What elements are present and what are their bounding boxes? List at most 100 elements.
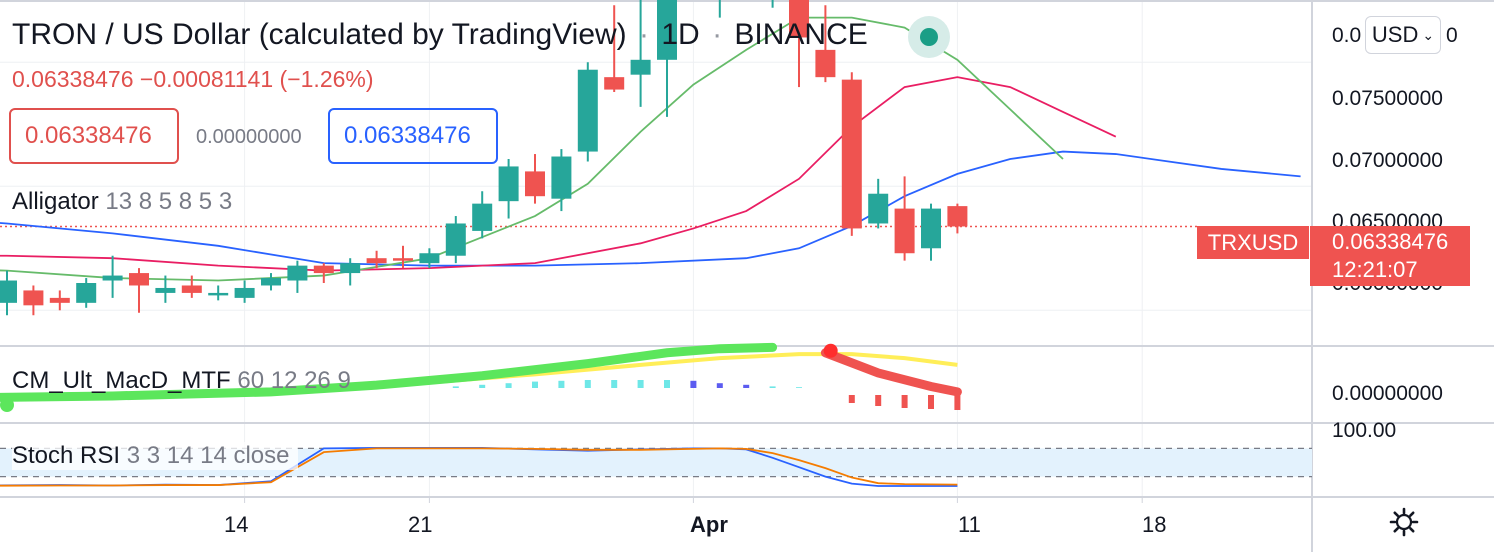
candle-down [947, 206, 968, 227]
price-axis-top-label: 0.0 [1332, 24, 1361, 48]
candle-up [472, 203, 493, 231]
candle-down [129, 273, 149, 286]
price-change: −0.00081141 [139, 66, 274, 92]
indicator-name: Alligator [12, 188, 99, 215]
macd-histogram-bar [532, 381, 538, 388]
macd-histogram-bar [743, 384, 750, 388]
candle-up [0, 280, 17, 303]
sell-button[interactable]: 0.06338476 [9, 108, 179, 164]
indicator-params: 60 12 26 9 [237, 367, 351, 394]
symbol-title[interactable]: TRON / US Dollar (calculated by TradingV… [12, 18, 868, 52]
alligator-teeth-line [0, 76, 1117, 272]
price-axis-top-tail: 0 [1446, 24, 1458, 47]
candle-up [261, 278, 281, 286]
time-axis-label: Apr [690, 512, 728, 537]
macd-histogram-bar [901, 395, 908, 408]
time-axis-label: 14 [224, 512, 249, 537]
indicator-legend-stoch-rsi[interactable]: Stoch RSI 3 3 14 14 close [12, 442, 298, 470]
candle-up [868, 193, 889, 224]
macd-histogram-bar [637, 380, 644, 388]
candle-down [23, 290, 44, 306]
candle-up [208, 292, 229, 296]
indicator-params: 3 3 14 14 close [126, 442, 290, 469]
stoch-axis-top: 100.00 [1332, 419, 1397, 442]
candle-up [76, 283, 97, 303]
macd-line-rising [0, 342, 778, 402]
macd-axis-zero: 0.00000000 [1332, 382, 1443, 405]
macd-histogram-bar [928, 395, 934, 409]
gear-icon[interactable] [1388, 506, 1420, 538]
axis-top-head: 0.0 [1332, 24, 1362, 47]
candle-up [630, 59, 651, 75]
macd-histogram-bar [954, 395, 961, 410]
indicator-legend-macd[interactable]: CM_Ult_MacD_MTF 60 12 26 9 [12, 367, 351, 395]
macd-histogram-bar [611, 380, 618, 388]
last-price-symbol-badge: TRXUSD [1197, 226, 1309, 259]
symbol-name: TRON / US Dollar (calculated by TradingV… [12, 18, 627, 51]
alligator-jaw-line [0, 150, 1301, 267]
interval-label[interactable]: 1D [661, 18, 700, 51]
candle-up [340, 263, 361, 274]
macd-cross-marker [0, 398, 14, 412]
macd-histogram-bar [452, 386, 459, 388]
candle-down [49, 297, 70, 303]
candle-down [366, 258, 387, 264]
candle-up [155, 287, 176, 293]
indicator-name: CM_Ult_MacD_MTF [12, 367, 231, 394]
candle-down [393, 258, 413, 261]
macd-histogram-bar [848, 395, 855, 403]
candle-up [577, 69, 598, 152]
candle-up [102, 275, 123, 281]
candle-down [313, 265, 334, 274]
chevron-down-icon: ⌄ [1422, 26, 1435, 43]
status-dot [920, 28, 938, 46]
time-axis-label: 11 [958, 512, 981, 537]
candle-down [181, 285, 202, 293]
macd-histogram-bar [690, 380, 697, 388]
candle-up [287, 265, 308, 281]
time-axis-label: 21 [408, 512, 433, 537]
candle-down [789, 0, 809, 38]
candle-up [498, 166, 519, 202]
candle-up [234, 287, 255, 298]
price-change-percent: (−1.26%) [279, 66, 374, 92]
macd-histogram-bar [716, 383, 723, 388]
price-axis-label: 0.07500000 [1332, 87, 1443, 110]
price-change-line: 0.06338476 −0.00081141 (−1.26%) [12, 66, 374, 93]
ask-price: 0.06338476 [344, 122, 471, 149]
candle-up [657, 0, 677, 60]
macd-histogram-bar [558, 380, 565, 388]
macd-histogram-bar [584, 380, 591, 388]
macd-histogram-bar [796, 387, 802, 388]
buy-button[interactable]: 0.06338476 [328, 108, 498, 164]
candle-up [551, 156, 572, 199]
last-price-badge: 0.06338476 12:21:07 [1310, 226, 1470, 286]
time-axis-label: 18 [1142, 512, 1167, 537]
candle-down [894, 208, 915, 254]
candle-up [419, 253, 440, 264]
indicator-params: 13 8 5 8 5 3 [105, 188, 233, 215]
macd-line-falling [820, 348, 962, 397]
macd-histogram-bar [479, 384, 486, 388]
candle-down [604, 77, 625, 90]
stoch-d-line [0, 447, 958, 487]
currency-select[interactable]: USD ⌄ [1365, 16, 1441, 54]
candle-down [525, 171, 545, 197]
separator-dot: · [712, 18, 723, 51]
macd-histogram-bar [505, 383, 512, 388]
candle-down [815, 49, 836, 78]
market-status-icon[interactable] [908, 16, 950, 58]
macd-histogram-bar [875, 395, 882, 406]
last-price-badge-value: 0.06338476 [1332, 229, 1449, 254]
macd-cross-marker [823, 343, 838, 358]
last-price: 0.06338476 [12, 66, 134, 92]
macd-histogram-bar [664, 380, 670, 388]
bar-countdown: 12:21:07 [1332, 257, 1418, 282]
price-axis-label: 0.07000000 [1332, 149, 1443, 172]
candle-down [841, 79, 862, 229]
indicator-name: Stoch RSI [12, 442, 121, 469]
macd-histogram-bar [769, 386, 776, 388]
separator-dot: · [639, 18, 650, 51]
candle-up [921, 208, 941, 249]
indicator-legend-alligator[interactable]: Alligator 13 8 5 8 5 3 [12, 188, 232, 216]
